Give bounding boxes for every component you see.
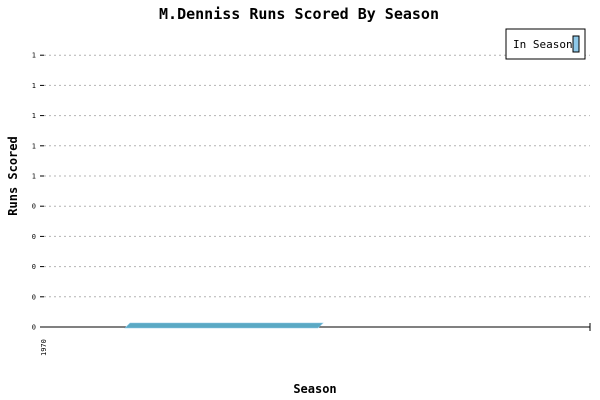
y-tick-label: 1 [32,142,36,150]
y-axis-label: Runs Scored [6,136,20,215]
legend-swatch [572,35,580,53]
y-tick-label: 0 [32,293,36,301]
y-tick-label: 0 [32,324,36,332]
y-tick-label: 1 [32,82,36,90]
legend-label: In Season [513,38,573,51]
y-tick-label: 0 [32,203,36,211]
chart-title: M.Denniss Runs Scored By Season [159,5,439,23]
y-tick-label: 1 [32,173,36,181]
y-tick-labels: 0 0 0 0 0 1 1 1 1 1 [32,52,44,332]
x-tick-label: 1970 [40,339,48,356]
legend-box [505,28,586,60]
bar [124,322,324,329]
y-tick-label: 0 [32,263,36,271]
y-tick-label: 0 [32,233,36,241]
legend: In Season [505,28,586,60]
y-tick-label: 1 [32,112,36,120]
bars [124,322,324,329]
x-axis-label: Season [293,382,336,396]
y-tick-label: 1 [32,52,36,60]
grid-lines [44,54,590,298]
